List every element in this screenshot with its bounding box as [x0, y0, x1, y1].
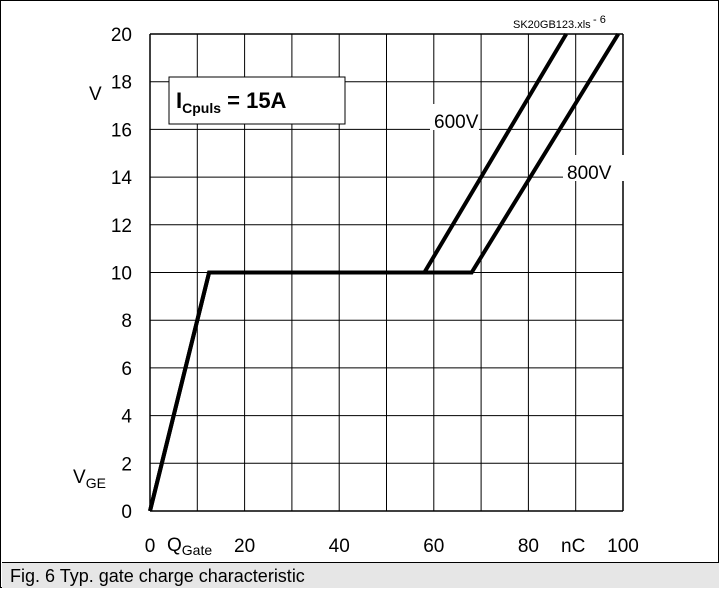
series-label-800v: 800V — [567, 163, 612, 184]
series-label-bg — [430, 104, 479, 130]
y-axis-label: VGE — [73, 467, 106, 491]
y-tick-label: 16 — [111, 120, 132, 141]
x-tick-label: 0 — [145, 536, 156, 557]
series-label-bg — [563, 155, 631, 181]
figure-caption: Fig. 6 Typ. gate charge characteristic — [2, 562, 719, 588]
series-line-800v — [148, 32, 620, 512]
x-tick-label: 40 — [329, 536, 350, 557]
x-axis-unit: nC — [561, 536, 585, 557]
grid — [149, 33, 624, 512]
series-lines — [148, 32, 620, 512]
y-tick-label: 14 — [111, 168, 133, 189]
y-tick-label: 8 — [121, 311, 132, 332]
y-tick-label: 0 — [121, 502, 132, 523]
x-tick-label: 100 — [607, 536, 639, 557]
annotation-text: ICpuls = 15A — [176, 88, 287, 116]
x-axis-label: QGate — [167, 535, 212, 558]
annotation-box — [168, 76, 346, 125]
y-tick-label: 4 — [121, 407, 132, 428]
y-tick-label: 18 — [111, 73, 132, 94]
y-axis-unit: V — [89, 84, 102, 105]
series-labels: 600V 800V — [430, 104, 631, 184]
y-tick-label: 2 — [121, 454, 132, 475]
y-tick-label: 10 — [111, 264, 132, 285]
series-label-600v: 600V — [434, 112, 479, 133]
x-tick-label: 20 — [234, 536, 255, 557]
file-label: SK20GB123.xls — [513, 19, 591, 31]
gate-charge-chart: 0 2 4 6 8 10 12 14 16 18 20 0 20 40 60 80 100 600V 800V S… — [73, 14, 639, 558]
tick-labels: 0 2 4 6 8 10 12 14 16 18 20 0 20 40 60 80 100 — [111, 25, 639, 557]
y-tick-label: 12 — [111, 216, 132, 237]
y-tick-label: 20 — [111, 25, 132, 46]
y-tick-label: 6 — [121, 359, 132, 380]
x-tick-label: 60 — [423, 536, 444, 557]
x-tick-label: 80 — [518, 536, 539, 557]
page-number: - 6 — [593, 14, 606, 26]
